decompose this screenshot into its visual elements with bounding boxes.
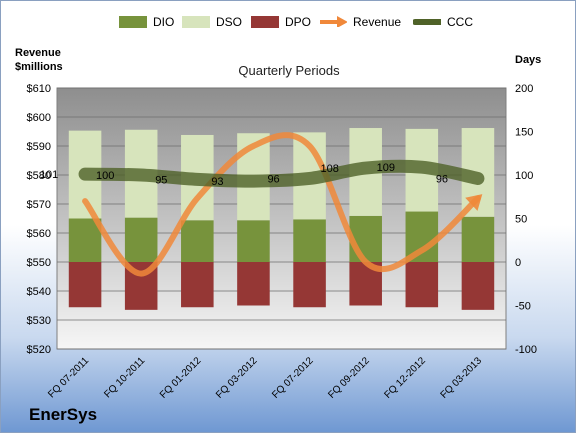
bar-dpo (68, 262, 102, 308)
y-left-axis-title: Revenue $millions (15, 46, 63, 74)
y-right-tick-label: 50 (515, 214, 527, 226)
y-right-tick-label: 200 (515, 83, 533, 95)
y-right-tick-label: -100 (515, 344, 537, 356)
bar-dpo (237, 262, 270, 306)
bar-dio (124, 217, 158, 262)
y-left-axis-title-line2: $millions (15, 61, 63, 73)
ccc-data-label: 100 (96, 170, 114, 182)
y-left-tick-label: $540 (27, 286, 51, 298)
y-right-tick-label: 150 (515, 127, 533, 139)
x-tick-label: FQ 07-2011 (46, 355, 91, 400)
y-left-tick-label: $530 (27, 315, 51, 327)
bar-dpo (181, 262, 214, 308)
x-tick-label: FQ 03-2013 (439, 355, 485, 401)
y-left-tick-label: $520 (27, 344, 51, 356)
legend-label-ccc: CCC (447, 15, 473, 29)
y-left-tick-label: $600 (27, 112, 51, 124)
ccc-data-label: 108 (321, 163, 339, 175)
chart-title: Quarterly Periods (238, 63, 340, 78)
legend-label-revenue: Revenue (353, 15, 402, 29)
ccc-data-label: 95 (155, 174, 167, 186)
ccc-data-label: 109 (377, 162, 395, 174)
x-tick-label: FQ 09-2012 (326, 355, 372, 401)
y-left-tick-label: $570 (27, 199, 51, 211)
bar-dpo (405, 262, 439, 308)
legend-swatch-dio (119, 16, 147, 28)
y-left-axis-title-line1: Revenue (15, 47, 61, 59)
bar-dio (181, 220, 214, 262)
x-tick-label: FQ 12-2012 (382, 355, 428, 401)
y-right-tick-label: 100 (515, 170, 533, 182)
legend-swatch-dso (182, 16, 210, 28)
ccc-data-label: 96 (267, 173, 279, 185)
legend: DIO DSO DPO Revenue CCC (1, 12, 576, 32)
x-tick-label: FQ 03-2012 (214, 355, 260, 401)
ccc-line (78, 159, 485, 188)
legend-swatch-ccc (413, 19, 441, 25)
legend-swatch-revenue (320, 16, 347, 27)
legend-label-dpo: DPO (285, 15, 312, 29)
legend-label-dso: DSO (216, 15, 243, 29)
y-left-tick-label: $580 (27, 170, 51, 182)
plot-background (56, 87, 507, 350)
y-left-tick-label: $550 (27, 257, 51, 269)
ccc-data-label: 93 (211, 176, 223, 188)
legend-swatch-dpo (251, 16, 279, 28)
bar-dio (461, 216, 495, 262)
bar-dio (68, 218, 102, 262)
y-right-axis-title: Days (515, 54, 542, 66)
y-left-tick-label: $590 (27, 141, 51, 153)
bar-dio (293, 219, 326, 262)
ccc-data-label: 96 (436, 173, 448, 185)
legend-label-dio: DIO (153, 15, 175, 29)
bar-dio (349, 215, 382, 262)
company-name: EnerSys (29, 405, 98, 424)
x-tick-label: FQ 07-2012 (270, 355, 316, 401)
y-left-tick-label: $610 (27, 83, 51, 95)
bar-dpo (461, 262, 495, 310)
y-right-tick-label: 0 (515, 257, 521, 269)
y-right-tick-label: -50 (515, 301, 531, 313)
ccc-data-label: 101 (40, 169, 58, 181)
revenue-line (82, 132, 481, 277)
x-tick-label: FQ 01-2012 (158, 355, 204, 401)
bar-dio (237, 220, 270, 262)
bar-dpo (293, 262, 326, 308)
x-tick-label: FQ 10-2011 (102, 355, 147, 400)
revenue-arrowhead (465, 194, 483, 211)
y-left-tick-label: $560 (27, 228, 51, 240)
